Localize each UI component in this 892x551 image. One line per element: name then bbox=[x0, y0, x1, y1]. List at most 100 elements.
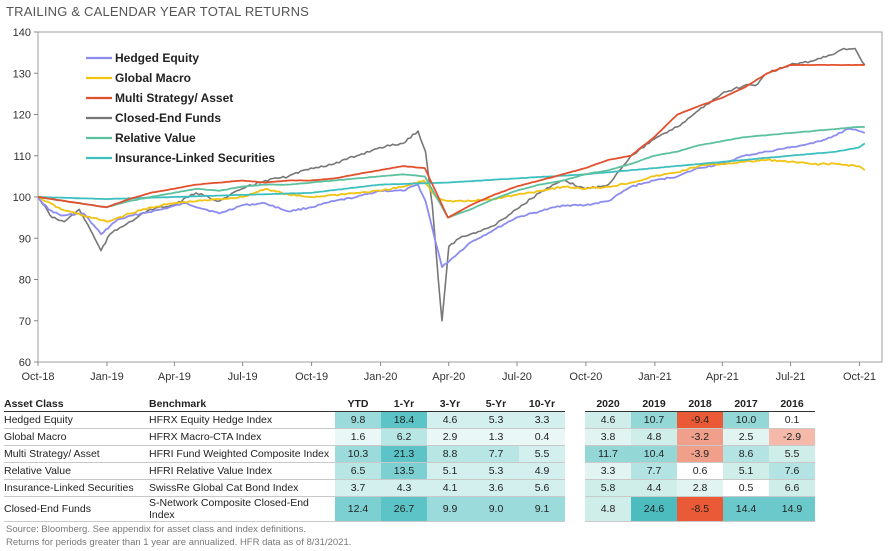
y-tick-label: 100 bbox=[13, 192, 31, 204]
return-value-cell: 13.5 bbox=[381, 462, 427, 480]
return-value-cell: 7.7 bbox=[631, 462, 677, 480]
return-value-cell: 0.5 bbox=[723, 479, 769, 497]
return-value-cell: 9.1 bbox=[519, 496, 565, 522]
return-value-cell: 10.4 bbox=[631, 445, 677, 463]
column-header: 2017 bbox=[723, 396, 769, 412]
column-gap bbox=[565, 480, 585, 497]
table-row: Insurance-Linked Securities SwissRe Globa… bbox=[4, 479, 815, 497]
return-value-cell: 14.4 bbox=[723, 496, 769, 522]
x-tick-label: Apr-20 bbox=[432, 371, 465, 383]
table-header-row: Asset Class Benchmark YTD 1-Yr 3-Yr 5-Yr 10-Yr… bbox=[4, 396, 815, 412]
legend-label: Relative Value bbox=[115, 131, 196, 145]
legend-label: Closed-End Funds bbox=[115, 111, 221, 125]
return-value-cell: 10.0 bbox=[723, 411, 769, 429]
return-value-cell: 0.4 bbox=[519, 428, 565, 446]
return-value-cell: 6.5 bbox=[335, 462, 381, 480]
return-value-cell: 3.3 bbox=[519, 411, 565, 429]
benchmark-cell: S-Network Composite Closed-End Index bbox=[149, 496, 335, 522]
return-value-cell: 24.6 bbox=[631, 496, 677, 522]
column-header: 2018 bbox=[677, 396, 723, 412]
return-value-cell: 4.1 bbox=[427, 479, 473, 497]
benchmark-cell: HFRI Fund Weighted Composite Index bbox=[149, 445, 335, 463]
return-value-cell: 12.4 bbox=[335, 496, 381, 522]
return-value-cell: 6.6 bbox=[769, 479, 815, 497]
x-tick-label: Jul-20 bbox=[502, 371, 532, 383]
legend-label: Multi Strategy/ Asset bbox=[115, 91, 233, 105]
column-header: 5-Yr bbox=[473, 396, 519, 412]
return-value-cell: 5.1 bbox=[427, 462, 473, 480]
return-value-cell: 21.3 bbox=[381, 445, 427, 463]
asset-class-cell: Relative Value bbox=[4, 462, 149, 480]
return-value-cell: 14.9 bbox=[769, 496, 815, 522]
return-value-cell: 4.8 bbox=[585, 496, 631, 522]
return-value-cell: -2.9 bbox=[769, 428, 815, 446]
y-tick-label: 140 bbox=[13, 27, 31, 39]
return-value-cell: 5.5 bbox=[769, 445, 815, 463]
x-tick-label: Jan-20 bbox=[364, 371, 398, 383]
return-value-cell: 4.4 bbox=[631, 479, 677, 497]
series-line-global-macro bbox=[37, 158, 866, 223]
return-value-cell: 8.6 bbox=[723, 445, 769, 463]
column-gap bbox=[565, 446, 585, 463]
asset-class-cell: Closed-End Funds bbox=[4, 496, 149, 522]
column-header: 10-Yr bbox=[519, 396, 565, 412]
return-value-cell: 2.8 bbox=[677, 479, 723, 497]
y-tick-label: 120 bbox=[13, 110, 31, 122]
x-tick-label: Jan-21 bbox=[638, 371, 672, 383]
column-gap bbox=[565, 396, 585, 412]
return-value-cell: 0.1 bbox=[769, 411, 815, 429]
series-line-multi-strategy-asset bbox=[37, 64, 865, 219]
return-value-cell: -9.4 bbox=[677, 411, 723, 429]
x-tick-label: Jul-21 bbox=[776, 371, 806, 383]
column-gap bbox=[565, 429, 585, 446]
table-row: Multi Strategy/ Asset HFRI Fund Weighted … bbox=[4, 445, 815, 463]
return-value-cell: 5.3 bbox=[473, 411, 519, 429]
return-value-cell: 26.7 bbox=[381, 496, 427, 522]
legend-label: Hedged Equity bbox=[115, 51, 199, 65]
asset-class-cell: Multi Strategy/ Asset bbox=[4, 445, 149, 463]
y-tick-label: 130 bbox=[13, 68, 31, 80]
return-value-cell: 4.9 bbox=[519, 462, 565, 480]
x-tick-label: Apr-21 bbox=[706, 371, 739, 383]
table-row: Closed-End Funds S-Network Composite Clos… bbox=[4, 496, 815, 522]
table-row: Relative Value HFRI Relative Value Index 6… bbox=[4, 462, 815, 480]
source-footnote: Source: Bloomberg. See appendix for asse… bbox=[6, 524, 306, 535]
return-value-cell: 2.5 bbox=[723, 428, 769, 446]
return-value-cell: 10.7 bbox=[631, 411, 677, 429]
return-value-cell: 3.7 bbox=[335, 479, 381, 497]
column-header: 2016 bbox=[769, 396, 815, 412]
return-value-cell: 3.8 bbox=[585, 428, 631, 446]
benchmark-cell: HFRX Macro-CTA Index bbox=[149, 428, 335, 446]
asset-class-cell: Hedged Equity bbox=[4, 411, 149, 429]
return-value-cell: 3.6 bbox=[473, 479, 519, 497]
series-line-insurance-linked-securities bbox=[37, 142, 866, 200]
x-tick-label: Apr-19 bbox=[158, 371, 191, 383]
return-value-cell: 6.2 bbox=[381, 428, 427, 446]
return-value-cell: 8.8 bbox=[427, 445, 473, 463]
return-value-cell: 9.8 bbox=[335, 411, 381, 429]
return-value-cell: 4.6 bbox=[427, 411, 473, 429]
return-value-cell: 3.3 bbox=[585, 462, 631, 480]
x-tick-label: Oct-21 bbox=[843, 371, 876, 383]
table-row: Global Macro HFRX Macro-CTA Index 1.6 6.2 2.… bbox=[4, 428, 815, 446]
table-body: Hedged Equity HFRX Equity Hedge Index 9.8 1… bbox=[4, 411, 815, 522]
line-chart: 60 70 80 90 100 110 120 130 140 Oct-18 Jan-19 Apr-1… bbox=[13, 27, 883, 383]
column-gap bbox=[565, 463, 585, 480]
legend-label: Global Macro bbox=[115, 71, 191, 85]
y-tick-label: 70 bbox=[19, 316, 31, 328]
return-value-cell: 2.9 bbox=[427, 428, 473, 446]
return-value-cell: 4.6 bbox=[585, 411, 631, 429]
return-value-cell: 9.0 bbox=[473, 496, 519, 522]
y-tick-label: 90 bbox=[19, 233, 31, 245]
returns-footnote: Returns for periods greater than 1 year … bbox=[6, 537, 352, 548]
return-value-cell: 5.6 bbox=[519, 479, 565, 497]
benchmark-cell: HFRI Relative Value Index bbox=[149, 462, 335, 480]
return-value-cell: -3.9 bbox=[677, 445, 723, 463]
column-header: YTD bbox=[335, 396, 381, 412]
benchmark-cell: HFRX Equity Hedge Index bbox=[149, 411, 335, 429]
column-header: Benchmark bbox=[149, 396, 335, 412]
return-value-cell: -3.2 bbox=[677, 428, 723, 446]
column-header: 3-Yr bbox=[427, 396, 473, 412]
column-header: 1-Yr bbox=[381, 396, 427, 412]
return-value-cell: 5.3 bbox=[473, 462, 519, 480]
